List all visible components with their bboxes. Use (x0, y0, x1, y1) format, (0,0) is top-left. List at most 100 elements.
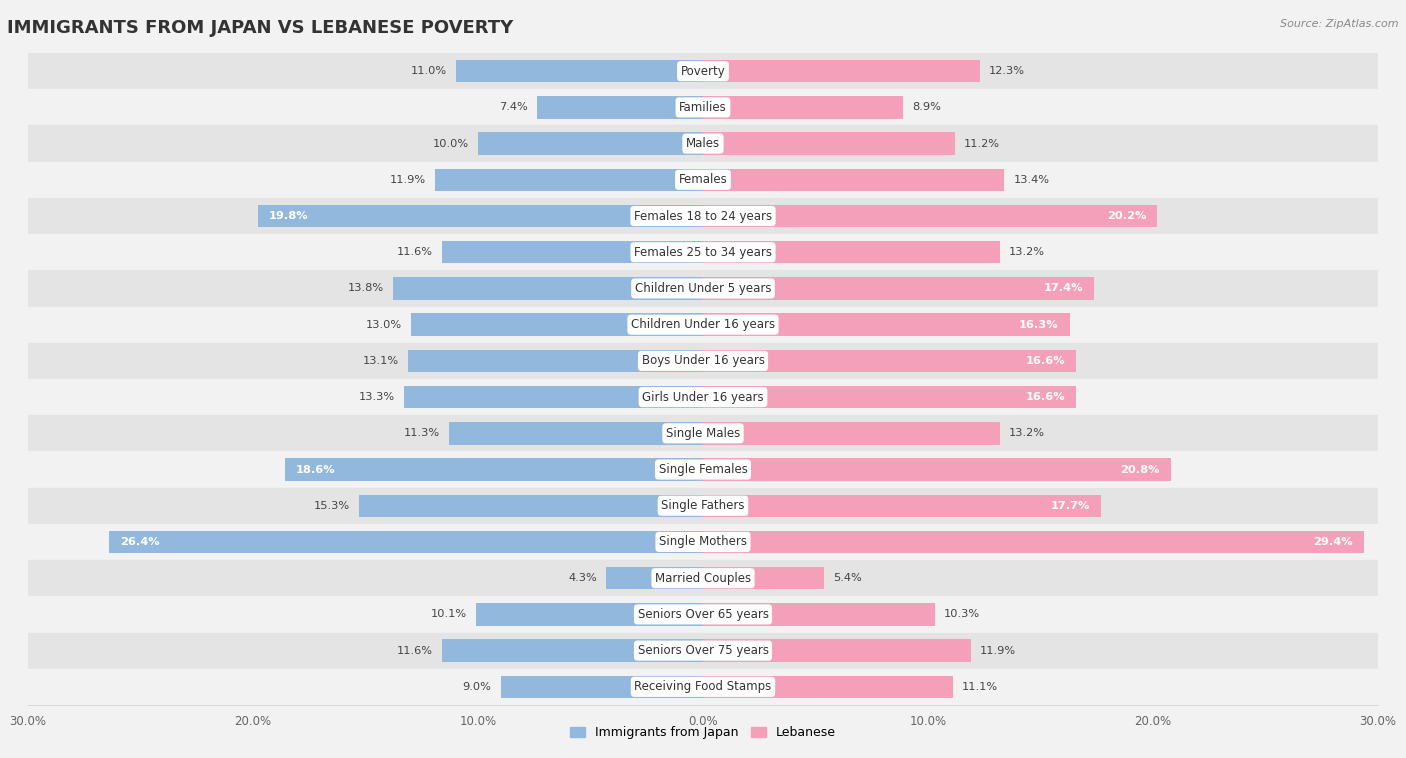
Text: 11.0%: 11.0% (411, 66, 447, 76)
Bar (28, 53, 1378, 89)
Text: Boys Under 16 years: Boys Under 16 years (641, 355, 765, 368)
Text: Seniors Over 75 years: Seniors Over 75 years (637, 644, 769, 657)
Text: 13.4%: 13.4% (1014, 175, 1049, 185)
Text: 11.6%: 11.6% (396, 646, 433, 656)
Text: Females 25 to 34 years: Females 25 to 34 years (634, 246, 772, 258)
Bar (475, 603, 703, 625)
Bar (703, 349, 1077, 372)
Bar (392, 277, 703, 299)
Text: 11.3%: 11.3% (404, 428, 440, 438)
Text: Single Fathers: Single Fathers (661, 500, 745, 512)
Bar (449, 422, 703, 444)
Text: Females: Females (679, 174, 727, 186)
Bar (703, 531, 1364, 553)
Bar (703, 314, 1070, 336)
Bar (703, 640, 970, 662)
Bar (28, 560, 1378, 597)
Text: 11.1%: 11.1% (962, 682, 998, 692)
Text: 16.3%: 16.3% (1019, 320, 1059, 330)
Bar (28, 306, 1378, 343)
Text: 13.8%: 13.8% (347, 283, 384, 293)
Text: Families: Families (679, 101, 727, 114)
Text: 19.8%: 19.8% (269, 211, 308, 221)
Bar (28, 161, 1378, 198)
Text: Females 18 to 24 years: Females 18 to 24 years (634, 209, 772, 223)
Text: Married Couples: Married Couples (655, 572, 751, 584)
Bar (28, 89, 1378, 126)
Text: Receiving Food Stamps: Receiving Food Stamps (634, 681, 772, 694)
Text: Single Mothers: Single Mothers (659, 535, 747, 549)
Text: 13.2%: 13.2% (1010, 247, 1045, 257)
Bar (703, 567, 824, 590)
Text: 20.2%: 20.2% (1107, 211, 1146, 221)
Bar (703, 675, 953, 698)
Bar (703, 205, 1157, 227)
Text: 11.9%: 11.9% (391, 175, 426, 185)
Text: 16.6%: 16.6% (1025, 392, 1066, 402)
Bar (703, 386, 1077, 409)
Text: Source: ZipAtlas.com: Source: ZipAtlas.com (1281, 19, 1399, 29)
Text: 17.7%: 17.7% (1050, 501, 1090, 511)
Bar (28, 597, 1378, 632)
Bar (703, 459, 1171, 481)
Text: 9.0%: 9.0% (463, 682, 492, 692)
Bar (28, 343, 1378, 379)
Bar (606, 567, 703, 590)
Bar (703, 168, 1004, 191)
Bar (441, 241, 703, 264)
Bar (703, 241, 1000, 264)
Text: Girls Under 16 years: Girls Under 16 years (643, 390, 763, 403)
Bar (703, 422, 1000, 444)
Bar (501, 675, 703, 698)
Text: 13.3%: 13.3% (359, 392, 395, 402)
Text: 4.3%: 4.3% (568, 573, 598, 583)
Text: Single Males: Single Males (666, 427, 740, 440)
Text: 11.9%: 11.9% (980, 646, 1015, 656)
Text: 13.1%: 13.1% (363, 356, 399, 366)
Text: 10.0%: 10.0% (433, 139, 470, 149)
Bar (703, 494, 1101, 517)
Legend: Immigrants from Japan, Lebanese: Immigrants from Japan, Lebanese (565, 722, 841, 744)
Bar (703, 133, 955, 155)
Bar (408, 349, 703, 372)
Text: 10.3%: 10.3% (943, 609, 980, 619)
Bar (703, 603, 935, 625)
Text: 20.8%: 20.8% (1121, 465, 1160, 475)
Text: Children Under 5 years: Children Under 5 years (634, 282, 772, 295)
Text: IMMIGRANTS FROM JAPAN VS LEBANESE POVERTY: IMMIGRANTS FROM JAPAN VS LEBANESE POVERT… (7, 19, 513, 37)
Bar (703, 60, 980, 83)
Bar (28, 487, 1378, 524)
Text: 11.2%: 11.2% (965, 139, 1000, 149)
Text: Males: Males (686, 137, 720, 150)
Text: 18.6%: 18.6% (295, 465, 336, 475)
Bar (411, 314, 703, 336)
Bar (28, 234, 1378, 271)
Text: 10.1%: 10.1% (430, 609, 467, 619)
Text: 17.4%: 17.4% (1043, 283, 1083, 293)
Bar (110, 531, 703, 553)
Bar (284, 459, 703, 481)
Text: Poverty: Poverty (681, 64, 725, 77)
Bar (28, 415, 1378, 452)
Bar (359, 494, 703, 517)
Bar (28, 379, 1378, 415)
Bar (703, 277, 1094, 299)
Text: Single Females: Single Females (658, 463, 748, 476)
Bar (28, 632, 1378, 669)
Bar (703, 96, 903, 118)
Text: 8.9%: 8.9% (912, 102, 941, 112)
Bar (404, 386, 703, 409)
Bar (28, 198, 1378, 234)
Text: 7.4%: 7.4% (499, 102, 527, 112)
Bar (28, 271, 1378, 306)
Bar (257, 205, 703, 227)
Bar (478, 133, 703, 155)
Bar (28, 669, 1378, 705)
Bar (441, 640, 703, 662)
Text: 29.4%: 29.4% (1313, 537, 1353, 547)
Bar (28, 452, 1378, 487)
Bar (436, 168, 703, 191)
Bar (537, 96, 703, 118)
Text: 26.4%: 26.4% (121, 537, 160, 547)
Text: Seniors Over 65 years: Seniors Over 65 years (637, 608, 769, 621)
